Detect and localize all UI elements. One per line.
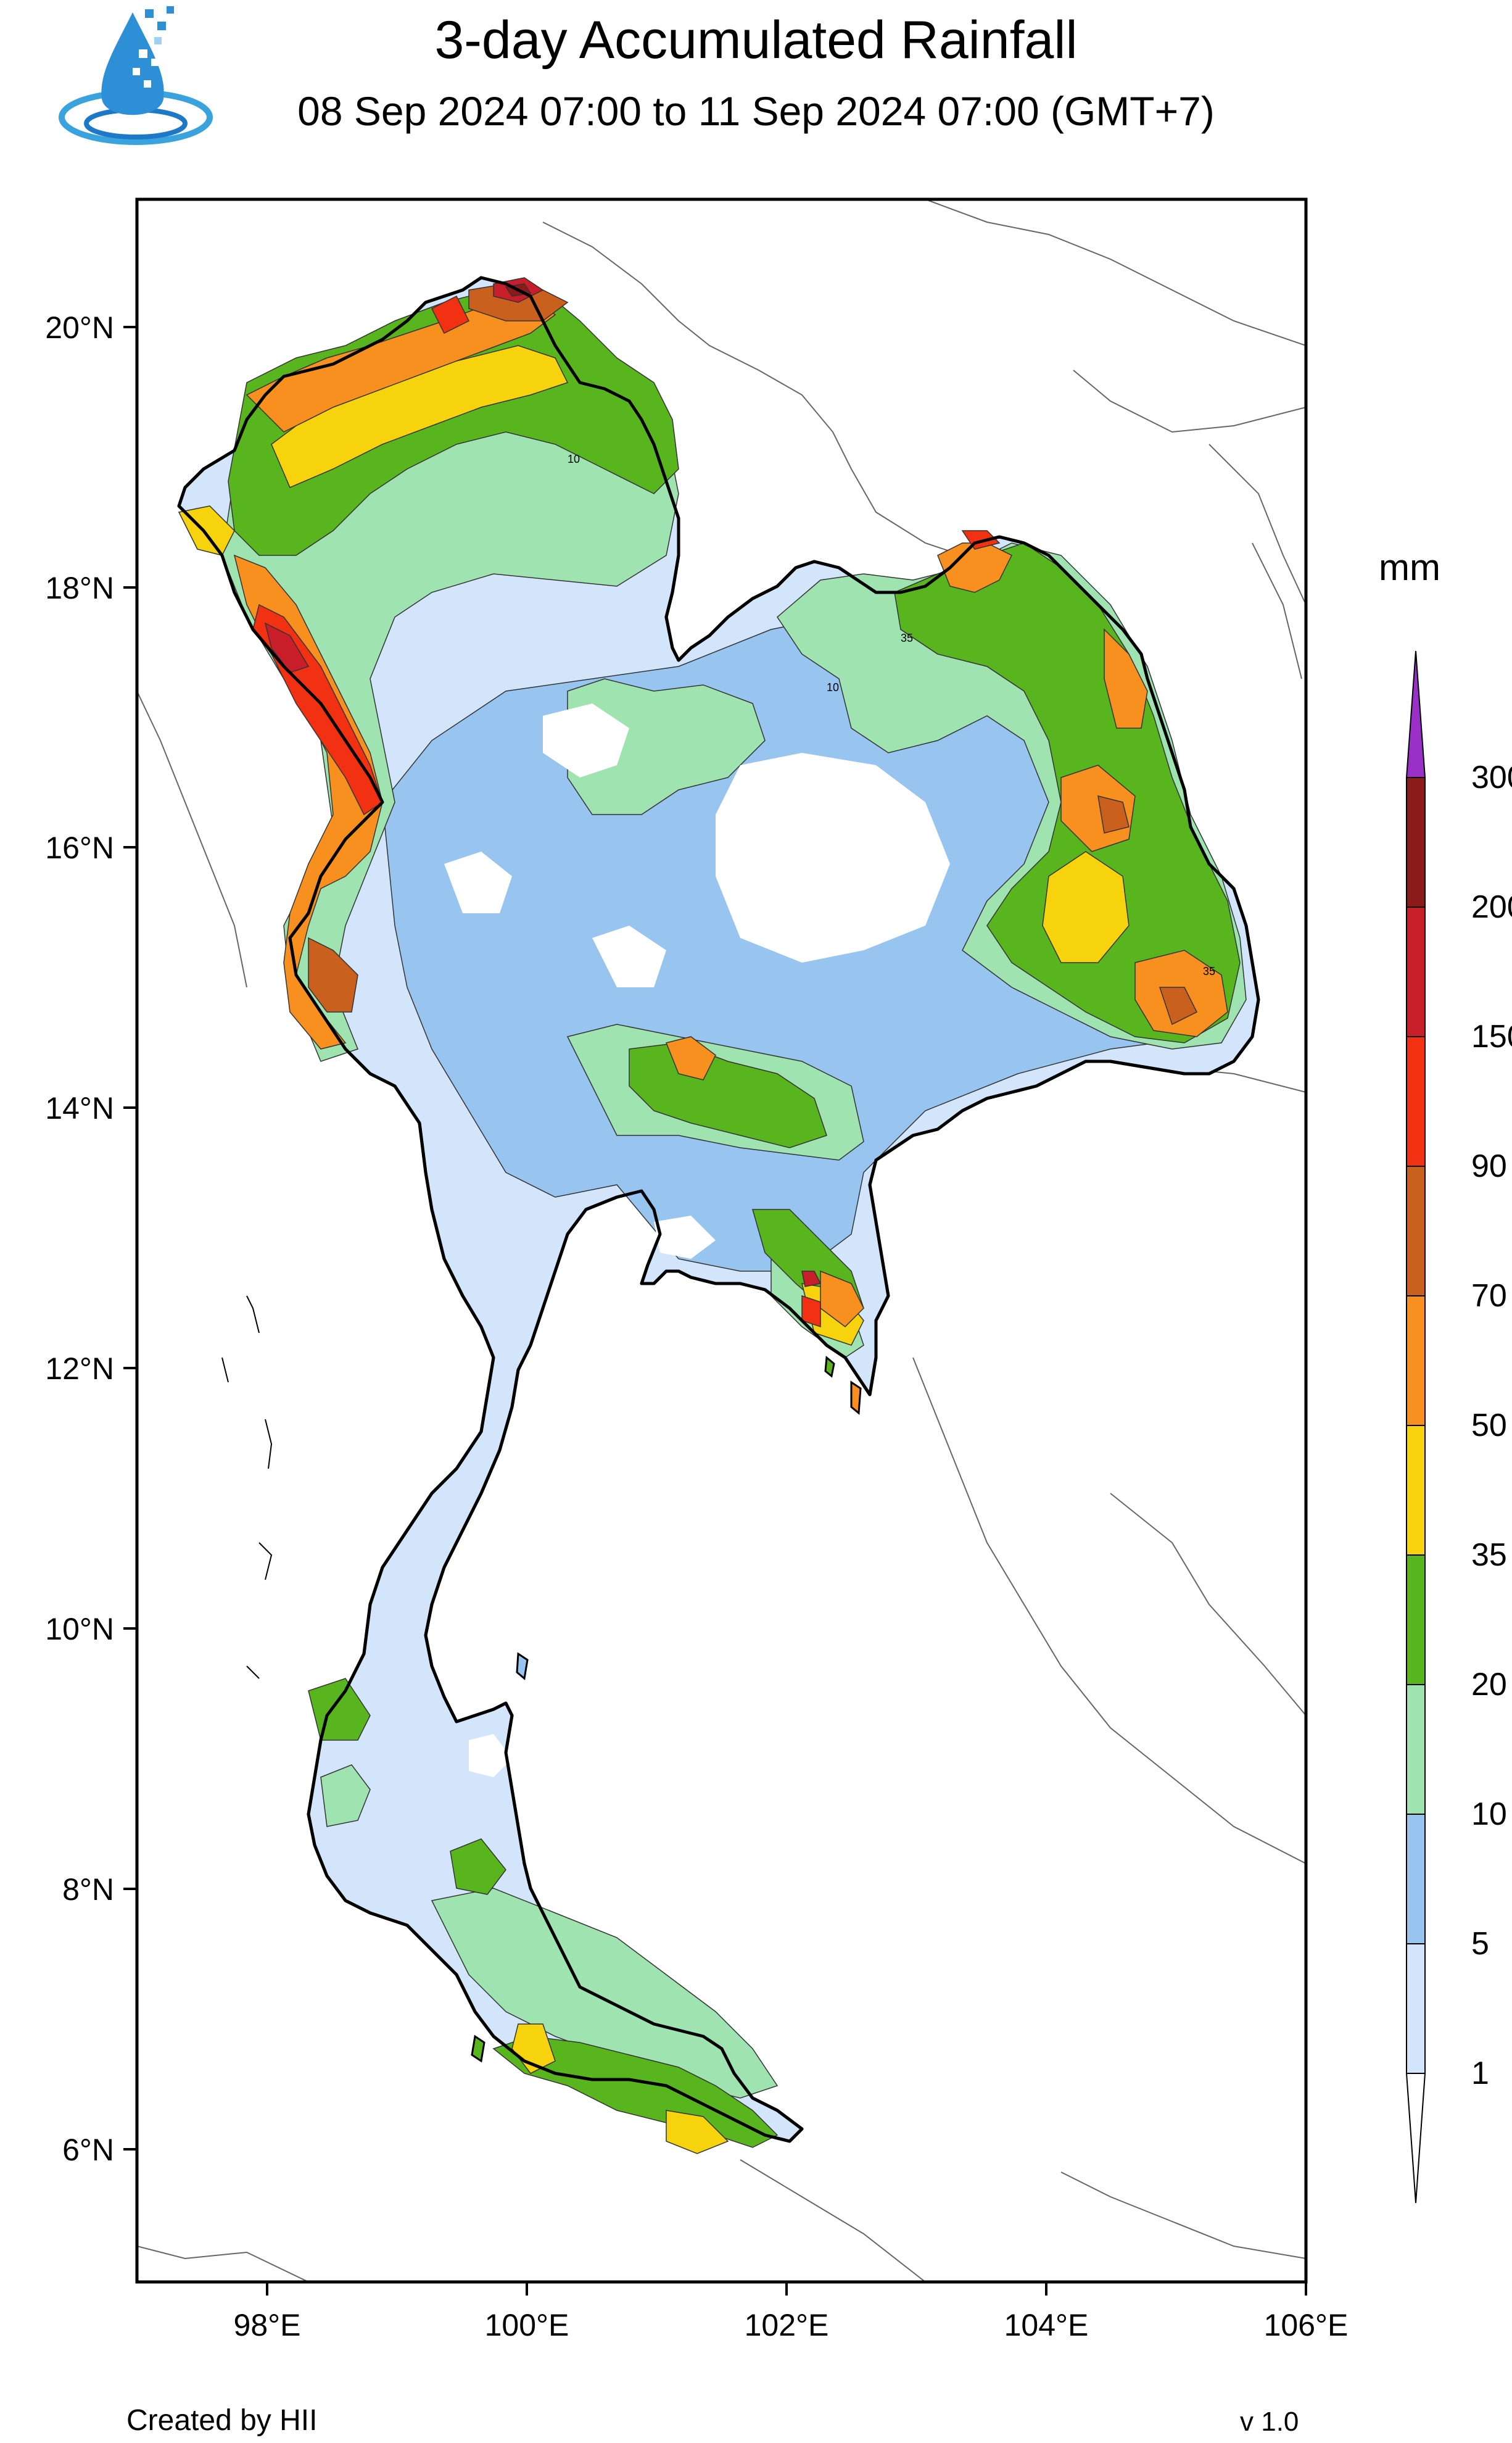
legend-level: 50 (1471, 1408, 1507, 1443)
lat-label: 12°N (45, 1351, 114, 1386)
legend-level: 200 (1471, 889, 1512, 925)
legend-level: 150 (1471, 1019, 1512, 1055)
longitude-labels: 98°E 100°E 102°E 104°E 106°E (234, 2308, 1349, 2342)
neighbour-borders (137, 199, 1306, 2282)
legend-unit: mm (1379, 547, 1440, 588)
legend-level: 1 (1471, 2055, 1489, 2091)
map-title: 3-day Accumulated Rainfall (434, 10, 1078, 70)
lon-label: 98°E (234, 2308, 301, 2342)
lat-label: 6°N (62, 2133, 114, 2167)
islands (471, 1356, 862, 2063)
svg-text:35: 35 (1203, 965, 1215, 977)
contour-labels: 10 35 10 35 (568, 453, 1215, 977)
lat-label: 16°N (45, 831, 114, 865)
lat-label: 18°N (45, 571, 114, 605)
legend-level: 70 (1471, 1278, 1507, 1314)
lat-label: 14°N (45, 1091, 114, 1126)
legend-level: 35 (1471, 1537, 1507, 1573)
rainfall-contours (178, 277, 1247, 2154)
lon-label: 102°E (745, 2308, 829, 2342)
lat-label: 10°N (45, 1612, 114, 1646)
longitude-axis (266, 2282, 1307, 2296)
lon-label: 104°E (1004, 2308, 1089, 2342)
legend-level: 5 (1471, 1926, 1489, 1962)
legend-level: 20 (1471, 1667, 1507, 1703)
svg-text:10: 10 (827, 681, 839, 694)
lat-label: 20°N (45, 310, 114, 345)
legend-level: 90 (1471, 1148, 1507, 1184)
hii-logo-icon (59, 6, 213, 145)
legend-level: 300 (1471, 760, 1512, 795)
colorbar (1405, 650, 1426, 2204)
legend-level: 10 (1471, 1796, 1507, 1832)
lon-label: 106°E (1264, 2308, 1349, 2342)
lon-label: 100°E (485, 2308, 569, 2342)
map-subtitle: 08 Sep 2024 07:00 to 11 Sep 2024 07:00 (… (297, 88, 1215, 134)
lat-label: 8°N (62, 1872, 114, 1907)
svg-text:10: 10 (568, 453, 580, 465)
latitude-axis (123, 326, 137, 2151)
svg-text:35: 35 (901, 632, 913, 644)
version-text: v 1.0 (1240, 2407, 1299, 2437)
map-frame (135, 197, 1308, 2284)
credit-text: Created by HII (126, 2404, 318, 2437)
latitude-labels: 20°N 18°N 16°N 14°N 12°N 10°N 8°N 6°N (45, 310, 114, 2167)
